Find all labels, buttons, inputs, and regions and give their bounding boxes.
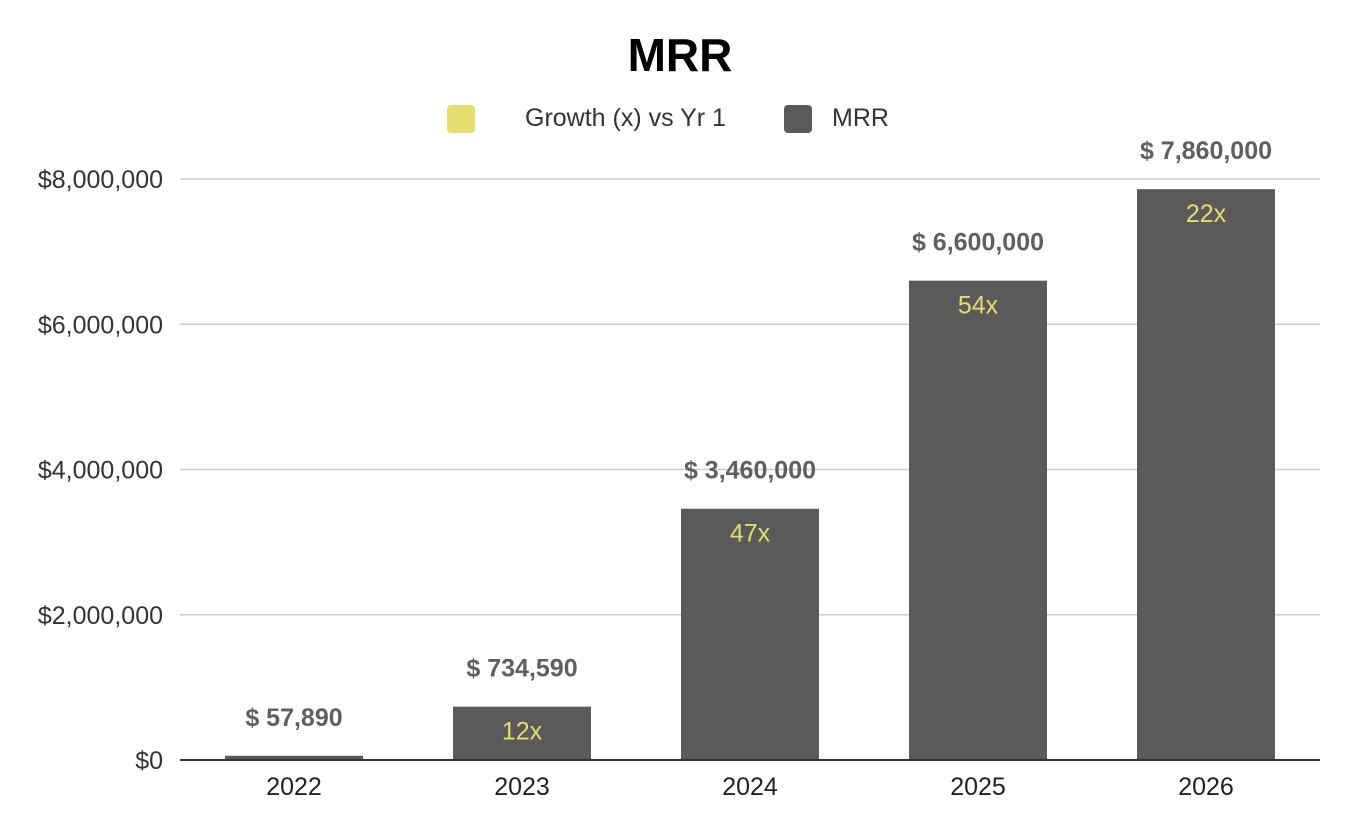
growth-label: 12x bbox=[502, 718, 543, 746]
growth-label: 22x bbox=[1186, 200, 1227, 228]
y-tick-label: $4,000,000 bbox=[38, 457, 163, 485]
legend-swatch-growth bbox=[447, 104, 475, 133]
y-tick-label: $8,000,000 bbox=[38, 166, 163, 194]
bar bbox=[1137, 189, 1275, 761]
bar bbox=[453, 706, 591, 760]
x-tick-label: 2022 bbox=[266, 773, 322, 801]
y-tick-label: $2,000,000 bbox=[38, 602, 163, 630]
y-tick-label: $0 bbox=[135, 747, 163, 775]
bar bbox=[681, 508, 819, 760]
bar-value-label: $ 7,860,000 bbox=[1140, 137, 1272, 165]
bar bbox=[225, 755, 363, 760]
growth-label: 54x bbox=[958, 292, 999, 320]
legend-label-growth: Growth (x) vs Yr 1 bbox=[525, 104, 726, 132]
x-tick-label: 2024 bbox=[722, 773, 778, 801]
bar-value-label: $ 6,600,000 bbox=[912, 229, 1044, 257]
x-tick-label: 2025 bbox=[950, 773, 1006, 801]
growth-label: 47x bbox=[730, 520, 771, 548]
x-tick-label: 2023 bbox=[494, 773, 550, 801]
legend-item-growth: Growth (x) vs Yr 1 bbox=[447, 104, 726, 133]
bar-value-label: $ 57,890 bbox=[245, 704, 342, 732]
chart-legend: Growth (x) vs Yr 1 MRR bbox=[0, 104, 1360, 144]
chart-title: MRR bbox=[627, 29, 733, 81]
y-tick-label: $6,000,000 bbox=[38, 311, 163, 339]
x-tick-label: 2026 bbox=[1178, 773, 1234, 801]
bar-value-label: $ 734,590 bbox=[466, 655, 577, 683]
bar-value-label: $ 3,460,000 bbox=[684, 457, 816, 485]
legend-swatch-mrr bbox=[784, 104, 812, 133]
legend-item-mrr: MRR bbox=[784, 104, 889, 133]
legend-label-mrr: MRR bbox=[832, 104, 889, 132]
bar bbox=[909, 280, 1047, 760]
